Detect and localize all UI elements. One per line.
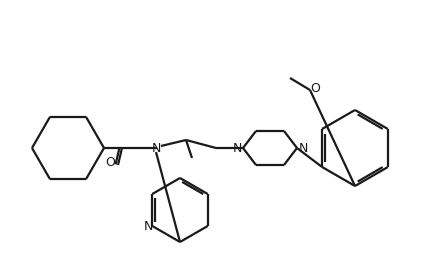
Text: N: N <box>151 142 161 156</box>
Text: O: O <box>310 82 320 96</box>
Text: N: N <box>298 141 308 155</box>
Text: O: O <box>105 156 115 170</box>
Text: N: N <box>144 221 153 233</box>
Text: N: N <box>232 141 242 155</box>
